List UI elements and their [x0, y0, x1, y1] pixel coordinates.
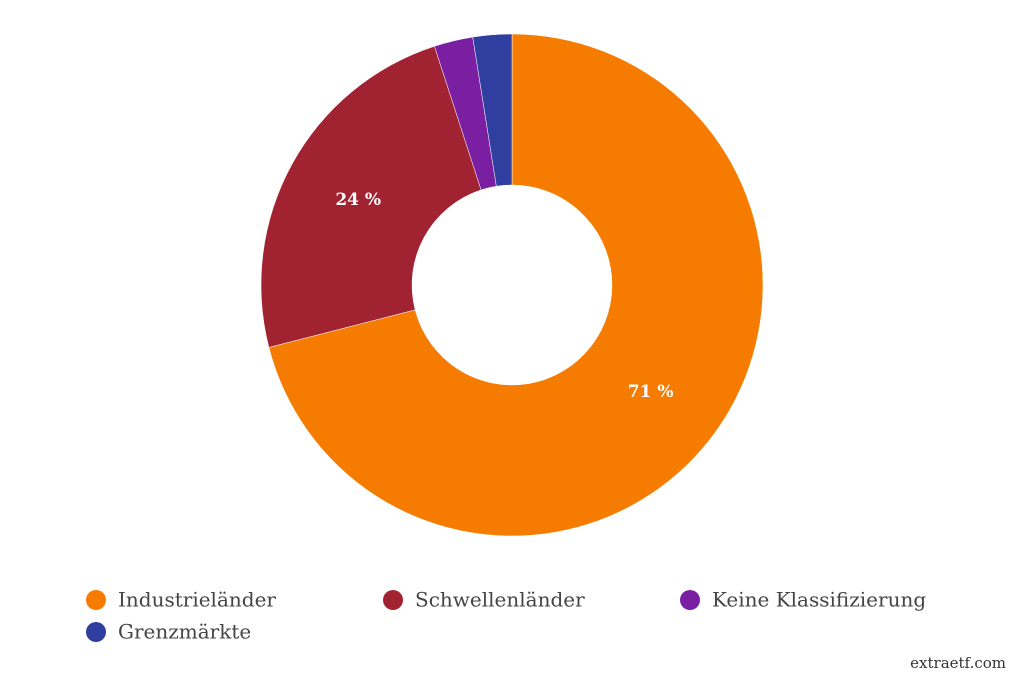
slice-label: 24 % — [335, 190, 381, 210]
slice-label: 71 % — [628, 382, 674, 402]
legend-label: Schwellenländer — [415, 588, 585, 612]
watermark: extraetf.com — [910, 654, 1006, 672]
donut-slice — [472, 33, 513, 187]
donut-slice — [260, 45, 482, 348]
legend-marker — [680, 590, 700, 610]
legend-label: Industrieländer — [118, 588, 276, 612]
legend-marker — [86, 590, 106, 610]
legend-marker — [383, 590, 403, 610]
donut-slice — [268, 33, 764, 537]
legend-label: Grenzmärkte — [118, 620, 251, 644]
legend-marker — [86, 622, 106, 642]
legend-label: Keine Klassifizierung — [712, 588, 926, 612]
